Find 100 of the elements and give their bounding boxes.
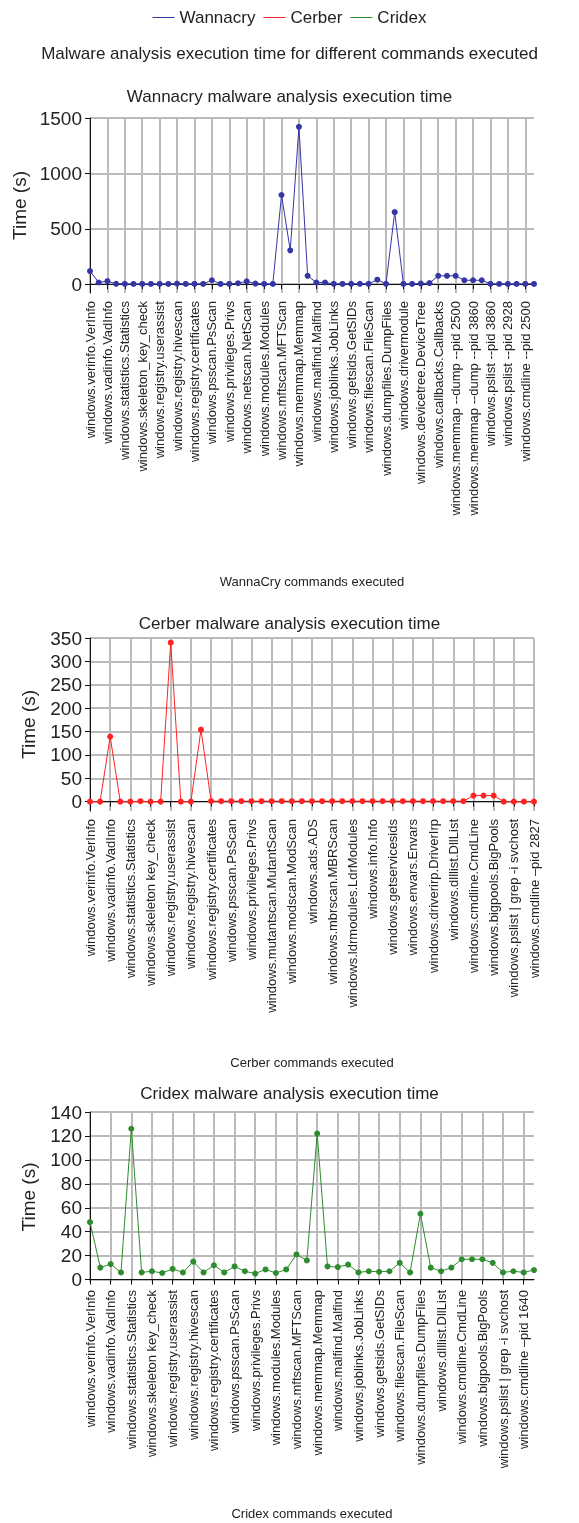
chart-title: Cerber malware analysis execution time xyxy=(138,614,441,633)
x-tick-label: windows.driverirp.DriverIrp xyxy=(425,819,441,974)
x-tick-label: windows.statistics.Statistics xyxy=(117,300,133,461)
y-tick-label: 40 xyxy=(60,1221,82,1243)
x-axis-title: Cridex commands executed xyxy=(231,1506,393,1521)
point xyxy=(478,277,485,284)
point xyxy=(409,798,416,805)
x-tick-label: windows.info.Info xyxy=(365,819,381,920)
x-tick-label: windows.envars.Envars xyxy=(405,818,421,957)
point xyxy=(137,798,144,805)
y-tick-label: 100 xyxy=(50,1149,82,1171)
x-tick-label: windows.bigpools.BigPools xyxy=(474,1289,490,1448)
point xyxy=(278,798,285,805)
x-tick-label: windows.netscan.NetScan xyxy=(239,301,255,455)
point xyxy=(182,280,189,287)
x-tick-label: windows.malfind.Malfind xyxy=(308,301,324,443)
point xyxy=(210,1262,217,1269)
point xyxy=(500,1269,507,1276)
point xyxy=(460,798,467,805)
point xyxy=(513,280,520,287)
point xyxy=(427,1264,434,1271)
point xyxy=(252,280,259,287)
x-tick-label: windows.joblinks.JobLinks xyxy=(350,1289,366,1443)
point xyxy=(243,278,250,285)
x-tick-label: windows.verinfo.VerInfo xyxy=(82,301,98,440)
x-tick-label: windows.modscan.ModScan xyxy=(284,819,300,985)
x-tick-label: windows.cmdline –pid 1640 xyxy=(516,1290,532,1450)
point xyxy=(165,280,172,287)
point xyxy=(470,792,477,799)
point xyxy=(117,798,124,805)
x-tick-label: windows.pslist --pid 3860 xyxy=(482,301,498,448)
x-axis-title: WannaCry commands executed xyxy=(219,574,405,589)
point xyxy=(169,1265,176,1272)
x-tick-label: windows.psscan.PsScan xyxy=(223,819,239,964)
x-tick-label: windows.psscan.PsScan xyxy=(204,301,220,446)
point xyxy=(355,1269,362,1276)
point xyxy=(324,1263,331,1270)
point xyxy=(97,798,104,805)
y-tick-label: 0 xyxy=(71,1269,82,1291)
point xyxy=(376,1268,383,1275)
x-tick-label: windows.skeleton_key_check xyxy=(134,300,150,473)
x-tick-label: windows.registry.userassist xyxy=(163,818,179,978)
y-axis-title: Time (s) xyxy=(8,171,30,240)
point xyxy=(104,278,111,285)
point xyxy=(87,1219,93,1226)
point xyxy=(490,792,497,799)
point xyxy=(269,280,276,287)
chart-title: Malware analysis execution time for different commands executed xyxy=(41,44,538,63)
point xyxy=(198,726,204,733)
point xyxy=(520,798,527,805)
point xyxy=(148,1268,155,1275)
x-tick-label: windows.statistics.Statistics xyxy=(122,818,138,979)
x-tick-label: windows.cmdline --pid 2500 xyxy=(517,301,533,463)
point xyxy=(218,798,225,805)
point xyxy=(322,279,329,286)
point xyxy=(221,1269,228,1276)
point xyxy=(97,1264,104,1271)
x-tick-label: windows.devicetree.DeviceTree xyxy=(413,301,429,486)
point xyxy=(409,280,416,287)
y-tick-label: 100 xyxy=(50,744,82,766)
point xyxy=(461,277,468,284)
point xyxy=(510,1268,517,1275)
x-tick-label: windows.registry.userassist xyxy=(152,300,168,460)
x-tick-label: windows.psscan.PsScan xyxy=(227,1290,243,1435)
x-tick-label: windows.statistics.Statistics xyxy=(123,1289,139,1450)
point xyxy=(334,1264,341,1271)
x-tick-label: windows.vadinfo.VadInfo xyxy=(99,301,115,445)
point xyxy=(117,1269,124,1276)
x-tick-label: windows.dlllist.DllList xyxy=(445,818,461,942)
point xyxy=(396,1259,403,1266)
point xyxy=(147,280,154,287)
x-tick-label: windows.registry.userassist xyxy=(165,1289,181,1449)
x-tick-label: windows.privileges.Privs xyxy=(221,300,237,443)
point xyxy=(283,1266,290,1273)
x-tick-label: windows.getsids.GetSIDs xyxy=(343,300,359,450)
point xyxy=(319,798,326,805)
y-tick-label: 120 xyxy=(50,1125,82,1147)
x-axis-title: Cerber commands executed xyxy=(230,1055,394,1070)
x-tick-label: windows.bigpools.BigPools xyxy=(486,818,502,977)
point xyxy=(480,792,487,799)
point xyxy=(314,1130,321,1137)
point xyxy=(159,1270,166,1277)
y-tick-label: 150 xyxy=(50,721,82,743)
point xyxy=(399,798,406,805)
x-tick-label: windows.filescan.FileScan xyxy=(392,1290,408,1443)
point xyxy=(128,1125,135,1132)
y-tick-label: 300 xyxy=(50,650,82,672)
x-tick-label: windows.modules.Modules xyxy=(268,1289,284,1447)
point xyxy=(479,1256,486,1263)
point xyxy=(356,280,363,287)
point xyxy=(520,1269,527,1276)
point xyxy=(359,798,366,805)
point xyxy=(469,1256,476,1263)
point xyxy=(496,280,503,287)
point xyxy=(235,280,241,287)
point xyxy=(510,798,517,805)
point xyxy=(272,1270,279,1277)
x-tick-label: windows.drivermodule xyxy=(395,301,411,431)
point xyxy=(187,798,194,805)
y-tick-label: 250 xyxy=(50,674,82,696)
